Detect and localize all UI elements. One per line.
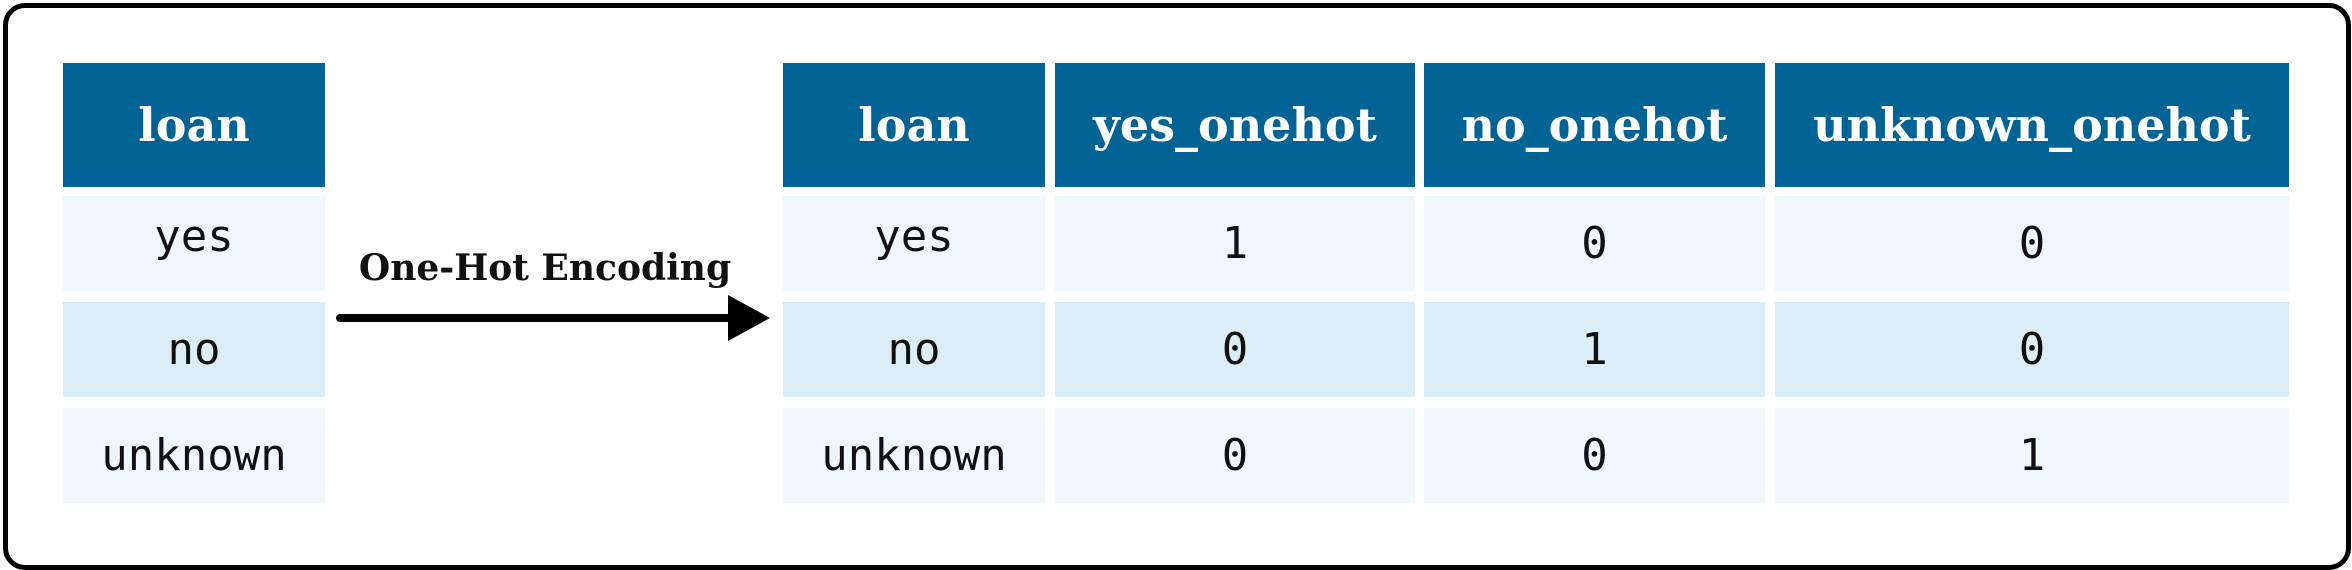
encoded-cell-unknown-onehot: 1: [1775, 408, 2289, 503]
transform-label: One-Hot Encoding: [358, 247, 732, 289]
encoded-cell-yes-onehot: 0: [1055, 302, 1415, 397]
encoded-cell-unknown-onehot: 0: [1775, 302, 2289, 397]
encoded-cell-loan-yes: yes: [783, 196, 1045, 291]
encoded-cell-unknown-onehot: 0: [1775, 196, 2289, 291]
encoded-header-yes-onehot: yes_onehot: [1055, 63, 1415, 187]
encoded-cell-loan-no: no: [783, 302, 1045, 397]
encoded-header-unknown-onehot: unknown_onehot: [1775, 63, 2289, 187]
encoded-cell-yes-onehot: 1: [1055, 196, 1415, 291]
source-cell-unknown: unknown: [63, 408, 325, 503]
encoded-cell-loan-unknown: unknown: [783, 408, 1045, 503]
source-cell-yes: yes: [63, 196, 325, 291]
right-arrow-icon: [336, 295, 770, 341]
source-header-loan: loan: [63, 63, 325, 187]
encoded-cell-no-onehot: 1: [1424, 302, 1765, 397]
encoded-header-no-onehot: no_onehot: [1424, 63, 1765, 187]
encoded-cell-no-onehot: 0: [1424, 196, 1765, 291]
encoded-cell-no-onehot: 0: [1424, 408, 1765, 503]
source-cell-no: no: [63, 302, 325, 397]
encoded-header-loan: loan: [783, 63, 1045, 187]
encoded-cell-yes-onehot: 0: [1055, 408, 1415, 503]
